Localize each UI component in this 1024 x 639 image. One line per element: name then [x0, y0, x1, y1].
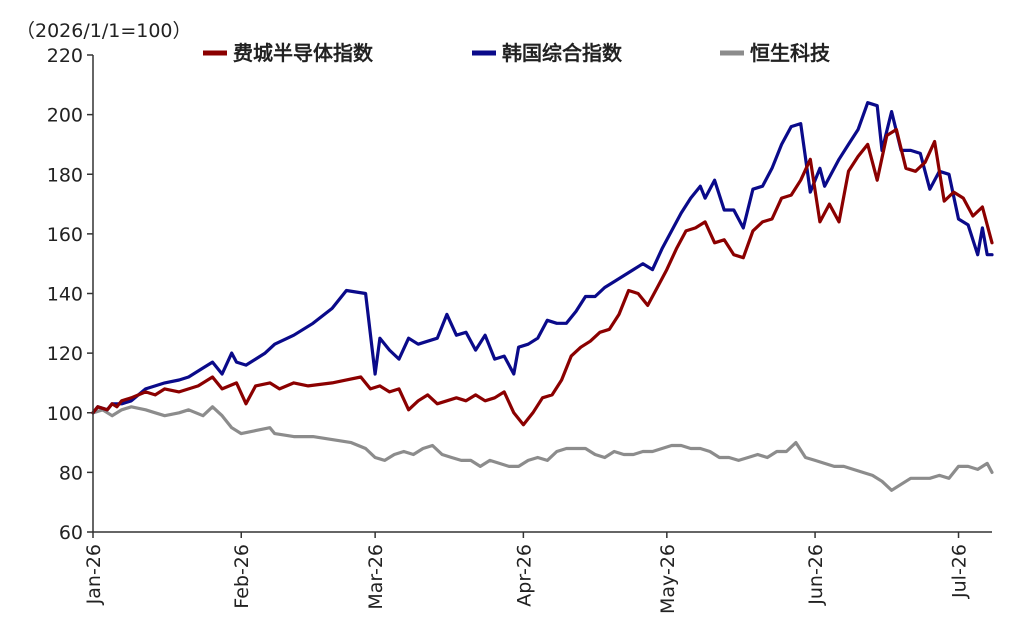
x-tick-label: May-26 — [657, 544, 679, 614]
x-tick-label: Apr-26 — [513, 544, 535, 607]
series-line-2 — [91, 405, 994, 492]
y-tick-label: 60 — [59, 522, 83, 544]
y-tick-label: 160 — [47, 224, 83, 246]
x-tick-label: Jan-26 — [83, 544, 105, 605]
x-tick-label: Jun-26 — [805, 544, 827, 606]
legend-label: 韩国综合指数 — [502, 41, 623, 65]
series-line-1 — [91, 101, 994, 415]
series-group — [91, 101, 994, 492]
unit-label: （2026/1/1=100） — [16, 20, 192, 42]
y-tick-label: 220 — [47, 45, 83, 67]
y-tick-label: 120 — [47, 343, 83, 365]
legend-label: 费城半导体指数 — [233, 41, 374, 65]
y-tick-label: 140 — [47, 284, 83, 306]
legend-label: 恒生科技 — [750, 41, 831, 65]
legend: 费城半导体指数 韩国综合指数 恒生科技 — [203, 41, 831, 65]
series-line-0 — [91, 127, 994, 427]
x-axis-ticks: Jan-26 Feb-26 Mar-26 Apr-26 May-26 Jun-26 Jul-… — [83, 532, 971, 614]
y-axis-ticks: 60 80 100 120 140 160 180 200 220 — [47, 45, 93, 544]
y-tick-label: 100 — [47, 403, 83, 425]
x-tick-label: Feb-26 — [231, 544, 253, 609]
x-tick-label: Jul-26 — [949, 544, 971, 599]
y-tick-label: 200 — [47, 105, 83, 127]
y-tick-label: 180 — [47, 164, 83, 186]
y-tick-label: 80 — [59, 462, 83, 484]
x-tick-label: Mar-26 — [365, 544, 387, 610]
